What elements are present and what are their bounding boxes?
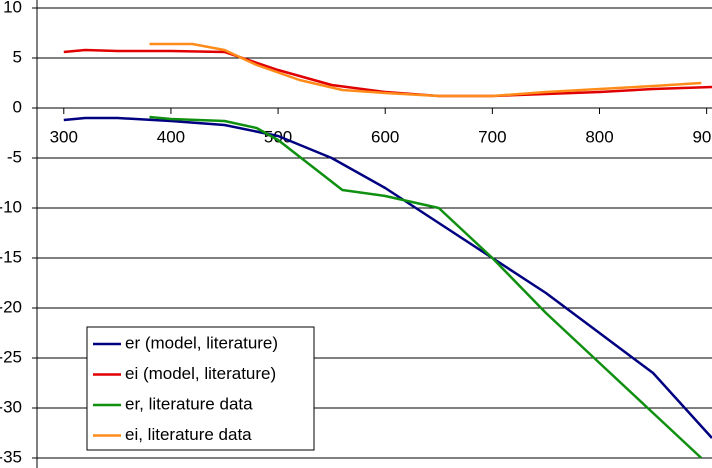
y-tick-label: -35 bbox=[0, 447, 22, 466]
x-tick-label: 800 bbox=[585, 127, 613, 146]
y-tick-label: 0 bbox=[13, 97, 22, 116]
y-tick-label: 10 bbox=[3, 0, 22, 16]
legend-box bbox=[86, 326, 315, 451]
y-tick-label: -25 bbox=[0, 347, 22, 366]
x-tick-label: 400 bbox=[157, 127, 185, 146]
y-tick-label: 5 bbox=[13, 47, 22, 66]
y-tick-label: -10 bbox=[0, 197, 22, 216]
x-tick-label: 600 bbox=[371, 127, 399, 146]
series-line bbox=[149, 42, 702, 98]
legend-label: er, literature data bbox=[125, 394, 253, 413]
x-tick-label: 700 bbox=[478, 127, 506, 146]
legend-label: ei (model, literature) bbox=[125, 364, 276, 383]
x-tick-label: 900 bbox=[692, 127, 712, 146]
series-line bbox=[63, 48, 712, 98]
y-tick-label: -20 bbox=[0, 297, 22, 316]
legend-label: ei, literature data bbox=[125, 425, 252, 444]
legend-label: er (model, literature) bbox=[125, 333, 278, 352]
y-tick-label: -15 bbox=[0, 247, 22, 266]
x-tick-label: 300 bbox=[50, 127, 78, 146]
y-tick-label: -5 bbox=[7, 147, 22, 166]
series-line bbox=[149, 115, 703, 459]
series-line bbox=[63, 116, 712, 439]
y-tick-label: -30 bbox=[0, 397, 22, 416]
